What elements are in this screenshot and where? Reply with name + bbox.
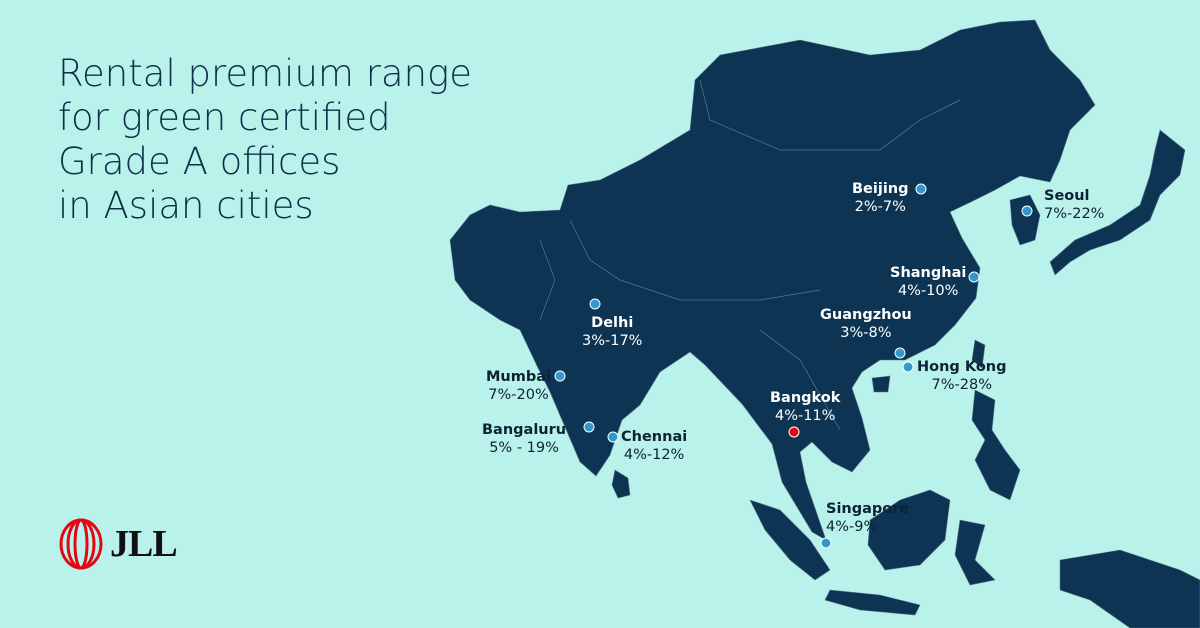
hainan xyxy=(871,375,891,393)
rental-premium-range: 5% - 19% xyxy=(489,440,559,456)
city-name: Bangkok xyxy=(770,390,841,406)
city-name: Seoul xyxy=(1044,188,1090,204)
java xyxy=(824,589,921,616)
city-name: Hong Kong xyxy=(917,359,1007,375)
city-marker-shanghai xyxy=(968,271,980,283)
japan xyxy=(1049,129,1186,276)
city-marker-chennai xyxy=(607,431,619,443)
title-line: Rental premium range xyxy=(58,52,473,95)
borneo xyxy=(867,489,951,571)
city-name: Shanghai xyxy=(890,265,967,281)
rental-premium-range: 7%-22% xyxy=(1044,206,1105,222)
city-label-mumbai: Mumbai 7%-20% xyxy=(486,368,551,404)
city-marker-delhi xyxy=(589,298,601,310)
city-label-bangaluru: Bangaluru 5% - 19% xyxy=(482,421,566,457)
city-label-hong-kong: Hong Kong 7%-28% xyxy=(917,358,1007,394)
city-label-chennai: Chennai 4%-12% xyxy=(621,428,687,464)
city-marker-bangaluru xyxy=(583,421,595,433)
city-marker-singapore xyxy=(820,537,832,549)
city-name: Bangaluru xyxy=(482,422,567,438)
rental-premium-range: 2%-7% xyxy=(854,199,906,215)
city-label-beijing: Beijing 2%-7% xyxy=(852,180,909,216)
city-name: Guangzhou xyxy=(820,307,912,323)
rental-premium-range: 3%-8% xyxy=(840,325,892,341)
city-label-shanghai: Shanghai 4%-10% xyxy=(890,264,966,300)
city-name: Singapore xyxy=(826,501,910,517)
rental-premium-range: 4%-12% xyxy=(623,447,685,463)
city-name: Chennai xyxy=(621,429,688,445)
taiwan xyxy=(971,339,986,369)
title-line: Grade A offices xyxy=(58,140,341,183)
city-marker-beijing xyxy=(915,183,927,195)
sumatra xyxy=(749,499,831,581)
city-label-singapore: Singapore 4%-9% xyxy=(826,500,909,536)
rental-premium-range: 4%-9% xyxy=(826,519,878,535)
logo-text: JLL xyxy=(110,523,178,565)
jll-logo-icon xyxy=(59,518,103,570)
jll-logo: JLL xyxy=(58,518,178,570)
rental-premium-range: 4%-11% xyxy=(774,408,836,424)
city-name: Delhi xyxy=(591,315,634,331)
rental-premium-range: 7%-28% xyxy=(931,377,992,393)
city-marker-seoul xyxy=(1021,205,1033,217)
korea xyxy=(1009,194,1041,246)
city-marker-bangkok xyxy=(788,426,800,438)
borders xyxy=(539,79,961,431)
city-name: Mumbai xyxy=(486,369,551,385)
title-line: in Asian cities xyxy=(58,184,314,227)
city-label-bangkok: Bangkok 4%-11% xyxy=(770,389,840,425)
sri-lanka xyxy=(611,469,631,499)
sulawesi-papua xyxy=(954,519,1200,628)
city-label-seoul: Seoul 7%-22% xyxy=(1044,187,1104,223)
city-name: Beijing xyxy=(852,181,909,197)
rental-premium-range: 4%-10% xyxy=(897,283,959,299)
title-line: for green certified xyxy=(58,96,391,139)
city-marker-guangzhou xyxy=(894,347,906,359)
philippines xyxy=(971,389,1021,501)
city-label-delhi: Delhi 3%-17% xyxy=(582,314,642,350)
rental-premium-range: 7%-20% xyxy=(488,387,549,403)
city-marker-hong-kong xyxy=(902,361,914,373)
page-title: Rental premium range for green certified… xyxy=(58,52,472,228)
city-label-guangzhou: Guangzhou 3%-8% xyxy=(820,306,912,342)
city-marker-mumbai xyxy=(554,370,566,382)
rental-premium-range: 3%-17% xyxy=(582,333,643,349)
